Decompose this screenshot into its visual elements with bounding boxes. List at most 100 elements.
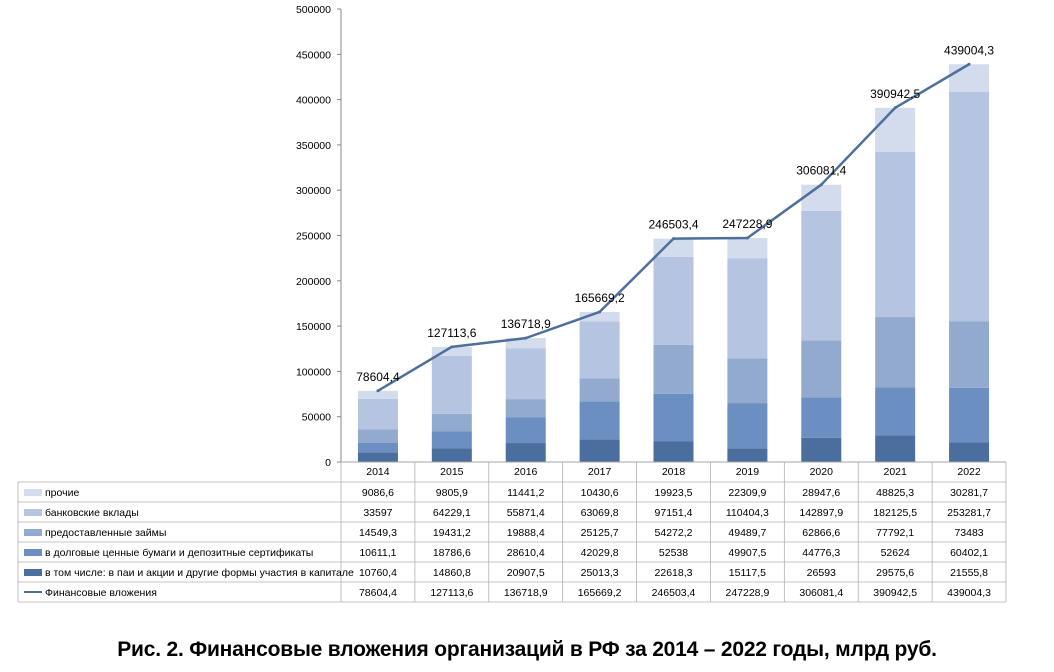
table-cell-value: 253281,7 <box>947 507 991 519</box>
bar-segment <box>875 107 916 153</box>
table-cell-value: 73483 <box>954 527 983 539</box>
total-data-label: 127113,6 <box>427 326 476 340</box>
table-cell-value: 44776,3 <box>802 547 840 559</box>
x-category-label: 2019 <box>736 466 760 478</box>
bar-segment <box>875 317 916 388</box>
legend-swatch <box>24 489 42 496</box>
x-category-label: 2017 <box>588 466 612 478</box>
legend-swatch <box>24 569 42 576</box>
y-tick-label: 150000 <box>296 321 331 333</box>
bar-segment <box>357 399 398 430</box>
table-cell-value: 52538 <box>659 547 688 559</box>
y-tick-label: 250000 <box>296 231 331 243</box>
bar-segment <box>875 387 916 436</box>
bar-segment <box>431 355 472 414</box>
bar-segment <box>357 442 398 453</box>
legend-label: Финансовые вложения <box>45 587 157 599</box>
bar-segment <box>727 258 768 359</box>
x-category-label: 2020 <box>810 466 834 478</box>
y-tick-label: 400000 <box>296 95 331 107</box>
table-cell-value: 20907,5 <box>507 567 545 579</box>
bar-segment <box>579 439 620 462</box>
bar-segment <box>727 238 768 259</box>
table-cell-value: 28947,6 <box>802 487 840 499</box>
legend-label: предоставленные займы <box>45 527 166 539</box>
table-cell-value: 136718,9 <box>504 587 548 599</box>
bar-segment <box>431 346 472 356</box>
bar-segment <box>579 378 620 402</box>
bar-segment <box>431 448 472 462</box>
bar-segment <box>579 321 620 379</box>
bar-segment <box>431 431 472 449</box>
bar-segment <box>949 91 990 322</box>
x-category-label: 2015 <box>440 466 464 478</box>
table-cell-value: 10611,1 <box>359 547 396 559</box>
bar-segment <box>653 238 694 257</box>
bar-segment <box>949 64 990 92</box>
table-cell-value: 63069,8 <box>581 507 619 519</box>
total-line-point <box>819 183 823 187</box>
table-cell-value: 22618,3 <box>655 567 693 579</box>
table-cell-value: 49489,7 <box>728 527 766 539</box>
total-line-point <box>745 236 749 240</box>
y-tick-label: 350000 <box>296 140 331 152</box>
table-cell-value: 64229,1 <box>433 507 471 519</box>
bar-segment <box>579 311 620 322</box>
bar-segment <box>801 210 842 341</box>
table-cell-value: 11441,2 <box>507 487 544 499</box>
table-cell-value: 246503,4 <box>652 587 696 599</box>
table-cell-value: 54272,2 <box>655 527 693 539</box>
table-cell-value: 28610,4 <box>507 547 545 559</box>
table-cell-value: 18786,6 <box>433 547 471 559</box>
figure-caption: Рис. 2. Финансовые вложения организаций … <box>117 638 937 661</box>
legend-swatch <box>24 509 42 516</box>
table-cell-value: 19888,4 <box>507 527 545 539</box>
table-cell-value: 48825,3 <box>876 487 914 499</box>
table-cell-value: 29575,6 <box>876 567 914 579</box>
total-data-label: 390942,5 <box>870 87 920 101</box>
table-cell-value: 78604,4 <box>359 587 397 599</box>
bar-segment <box>653 441 694 462</box>
bar-segment <box>875 152 916 318</box>
table-cell-value: 52624 <box>881 547 910 559</box>
x-category-label: 2016 <box>514 466 538 478</box>
bar-segment <box>579 401 620 440</box>
table-cell-value: 142897,9 <box>799 507 843 519</box>
table-cell-value: 26593 <box>807 567 836 579</box>
table-cell-value: 19923,5 <box>655 487 693 499</box>
table-cell-value: 390942,5 <box>873 587 917 599</box>
table-cell-value: 9086,6 <box>362 487 394 499</box>
bar-segment <box>801 437 842 462</box>
bar-segment <box>653 344 694 394</box>
table-cell-value: 110404,3 <box>726 507 769 519</box>
bar-segment <box>949 442 990 462</box>
table-cell-value: 10430,6 <box>581 487 619 499</box>
x-category-label: 2021 <box>883 466 907 478</box>
bar-segment <box>727 403 768 449</box>
bar-segment <box>727 358 768 404</box>
bar-segment <box>949 321 990 388</box>
x-category-label: 2018 <box>662 466 686 478</box>
financial-investments-chart: 0 50000 100000 150000 200000 250000 300000 3500… <box>17 4 1007 603</box>
table-cell-value: 14860,8 <box>433 567 471 579</box>
bar-segment <box>505 399 546 418</box>
bar-segment <box>801 397 842 438</box>
table-cell-value: 247228,9 <box>725 587 769 599</box>
legend-label: в том числе: в паи и акции и другие форм… <box>45 567 354 579</box>
table-cell-value: 22309,9 <box>728 487 766 499</box>
table-cell-value: 55871,4 <box>507 507 545 519</box>
legend-swatch <box>24 529 42 536</box>
legend-label: банковские вклады <box>45 507 139 519</box>
total-line-point <box>376 389 380 393</box>
y-tick-label: 450000 <box>296 49 331 61</box>
total-data-label: 165669,2 <box>575 291 625 305</box>
bar-segment <box>505 338 546 349</box>
legend-label: в долговые ценные бумаги и депозитные се… <box>45 547 313 559</box>
bar-segment <box>949 387 990 443</box>
bar-segment <box>727 448 768 462</box>
y-tick-label: 100000 <box>296 366 331 378</box>
bar-segment <box>431 413 472 432</box>
total-line-point <box>598 310 602 314</box>
total-data-label: 136718,9 <box>501 317 551 331</box>
total-data-label: 246503,4 <box>648 218 698 232</box>
